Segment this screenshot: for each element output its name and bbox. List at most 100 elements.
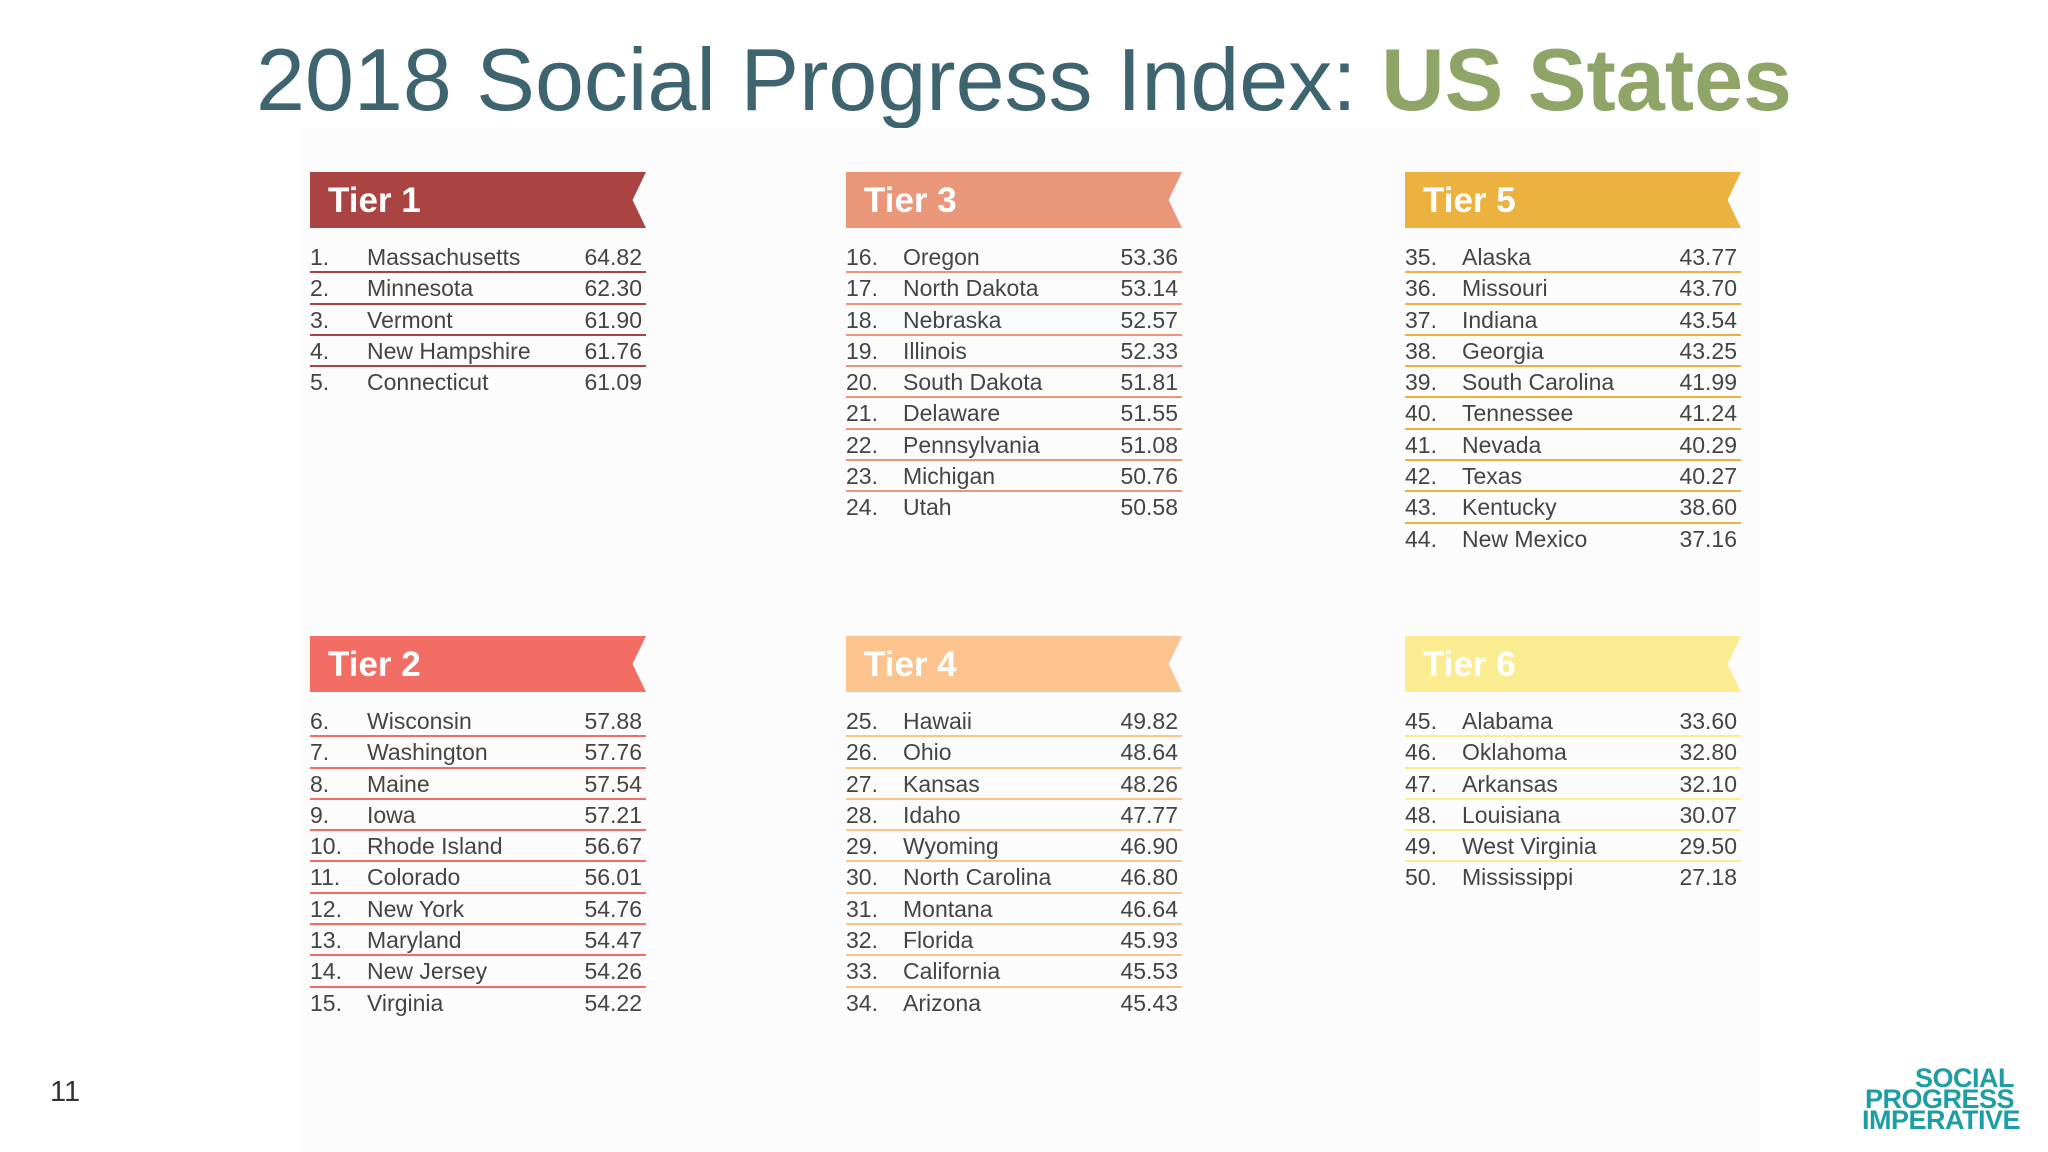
state-name: Washington xyxy=(367,739,488,766)
rank: 42. xyxy=(1405,463,1437,490)
state-name: Wisconsin xyxy=(367,708,472,734)
score: 61.09 xyxy=(584,369,642,396)
tier-1-table: Tier 1 1. Massachusetts 64.82 2. Minnesota 62… xyxy=(310,172,646,398)
score: 51.55 xyxy=(1120,400,1178,427)
score: 53.36 xyxy=(1120,244,1178,270)
score: 57.21 xyxy=(584,801,642,828)
score: 46.90 xyxy=(1120,833,1178,860)
table-row: 18. Nebraska 52.57 xyxy=(846,305,1182,336)
score: 48.64 xyxy=(1120,739,1178,766)
state-name: North Dakota xyxy=(903,275,1039,302)
state-name: Utah xyxy=(903,494,952,521)
rank: 4. xyxy=(310,337,330,364)
state-name: Illinois xyxy=(903,337,967,364)
rank: 25. xyxy=(846,708,878,734)
tier-1-banner: Tier 1 xyxy=(310,172,646,228)
rank: 47. xyxy=(1405,770,1437,797)
score: 27.18 xyxy=(1679,864,1737,891)
score: 43.77 xyxy=(1679,244,1737,270)
table-row: 2. Minnesota 62.30 xyxy=(310,273,646,305)
score: 40.27 xyxy=(1679,463,1737,490)
score: 54.76 xyxy=(584,895,642,922)
tier-4-list: 25. Hawaii 49.82 26. Ohio 48.64 27. Kansas 48.26… xyxy=(846,706,1182,1019)
rank: 31. xyxy=(846,895,878,922)
rank: 37. xyxy=(1405,306,1437,333)
state-name: Montana xyxy=(903,895,993,922)
table-row: 7. Washington 57.76 xyxy=(310,737,646,769)
state-name: Vermont xyxy=(367,306,453,333)
state-name: Nebraska xyxy=(903,306,1002,333)
state-name: Florida xyxy=(903,927,974,954)
score: 46.64 xyxy=(1120,895,1178,922)
score: 57.54 xyxy=(584,770,642,797)
rank: 23. xyxy=(846,463,878,490)
rank: 11. xyxy=(310,864,341,891)
state-name: Alabama xyxy=(1462,708,1553,734)
state-name: Oregon xyxy=(903,244,980,270)
table-row: 23. Michigan 50.76 xyxy=(846,461,1182,493)
table-row: 19. Illinois 52.33 xyxy=(846,336,1182,368)
state-name: Texas xyxy=(1462,463,1523,490)
table-row: 5. Connecticut 61.09 xyxy=(310,367,646,398)
state-name: Michigan xyxy=(903,463,996,490)
table-row: 17. North Dakota 53.14 xyxy=(846,273,1182,305)
tier-3-list: 16. Oregon 53.36 17. North Dakota 53.14 18. Neb… xyxy=(846,242,1182,524)
rank: 2. xyxy=(310,275,330,302)
table-row: 3. Vermont 61.90 xyxy=(310,305,646,336)
score: 61.76 xyxy=(584,337,642,364)
page-number: 11 xyxy=(50,1076,81,1108)
logo-line-3: IMPERATIVE xyxy=(1862,1105,2021,1135)
score: 52.33 xyxy=(1120,337,1178,364)
rank: 36. xyxy=(1405,275,1437,302)
rank: 28. xyxy=(846,801,878,828)
state-name: Maryland xyxy=(367,927,462,954)
state-name: Arkansas xyxy=(1462,770,1558,797)
table-row: 39. South Carolina 41.99 xyxy=(1405,367,1741,399)
table-row: 1. Massachusetts 64.82 xyxy=(310,242,646,274)
rank: 19. xyxy=(846,337,878,364)
score: 48.26 xyxy=(1120,770,1178,797)
tier-2-banner: Tier 2 xyxy=(310,636,646,692)
table-row: 45. Alabama 33.60 xyxy=(1405,706,1741,738)
rank: 18. xyxy=(846,306,878,333)
rank: 48. xyxy=(1405,801,1437,828)
table-row: 42. Texas 40.27 xyxy=(1405,461,1741,493)
slide-title: 2018 Social Progress Index: US States xyxy=(0,28,2048,132)
tier-6-table: Tier 6 45. Alabama 33.60 46. Oklahoma 32.80 47… xyxy=(1405,636,1741,894)
table-row: 12. New York 54.76 xyxy=(310,894,646,926)
rank: 34. xyxy=(846,989,878,1016)
state-name: Iowa xyxy=(367,801,416,828)
table-row: 25. Hawaii 49.82 xyxy=(846,706,1182,738)
state-name: Louisiana xyxy=(1462,801,1561,828)
table-row: 36. Missouri 43.70 xyxy=(1405,273,1741,305)
score: 38.60 xyxy=(1679,494,1737,521)
table-row: 34. Arizona 45.43 xyxy=(846,988,1182,1019)
rank: 49. xyxy=(1405,833,1437,860)
state-name: Nevada xyxy=(1462,431,1542,458)
score: 41.99 xyxy=(1679,369,1737,396)
table-row: 40. Tennessee 41.24 xyxy=(1405,398,1741,430)
rank: 20. xyxy=(846,369,878,396)
rank: 9. xyxy=(310,801,330,828)
table-row: 30. North Carolina 46.80 xyxy=(846,862,1182,894)
score: 54.26 xyxy=(584,958,642,985)
tier-2-table: Tier 2 6. Wisconsin 57.88 7. Washington 57.76… xyxy=(310,636,646,1019)
score: 56.01 xyxy=(584,864,642,891)
table-row: 14. New Jersey 54.26 xyxy=(310,956,646,988)
state-name: Indiana xyxy=(1462,306,1538,333)
state-name: Tennessee xyxy=(1462,400,1574,427)
state-name: New Jersey xyxy=(367,958,488,985)
score: 45.53 xyxy=(1120,958,1178,985)
rank: 8. xyxy=(310,770,330,797)
state-name: Oklahoma xyxy=(1462,739,1567,766)
state-name: Georgia xyxy=(1462,337,1544,364)
tier-1-list: 1. Massachusetts 64.82 2. Minnesota 62.30 3. Ve… xyxy=(310,242,646,398)
state-name: Missouri xyxy=(1462,275,1548,302)
state-name: Kansas xyxy=(903,770,980,797)
score: 47.77 xyxy=(1120,801,1178,828)
table-row: 43. Kentucky 38.60 xyxy=(1405,492,1741,524)
state-name: Pennsylvania xyxy=(903,431,1040,458)
rank: 35. xyxy=(1405,244,1437,270)
score: 56.67 xyxy=(584,833,642,860)
rank: 44. xyxy=(1405,525,1437,552)
